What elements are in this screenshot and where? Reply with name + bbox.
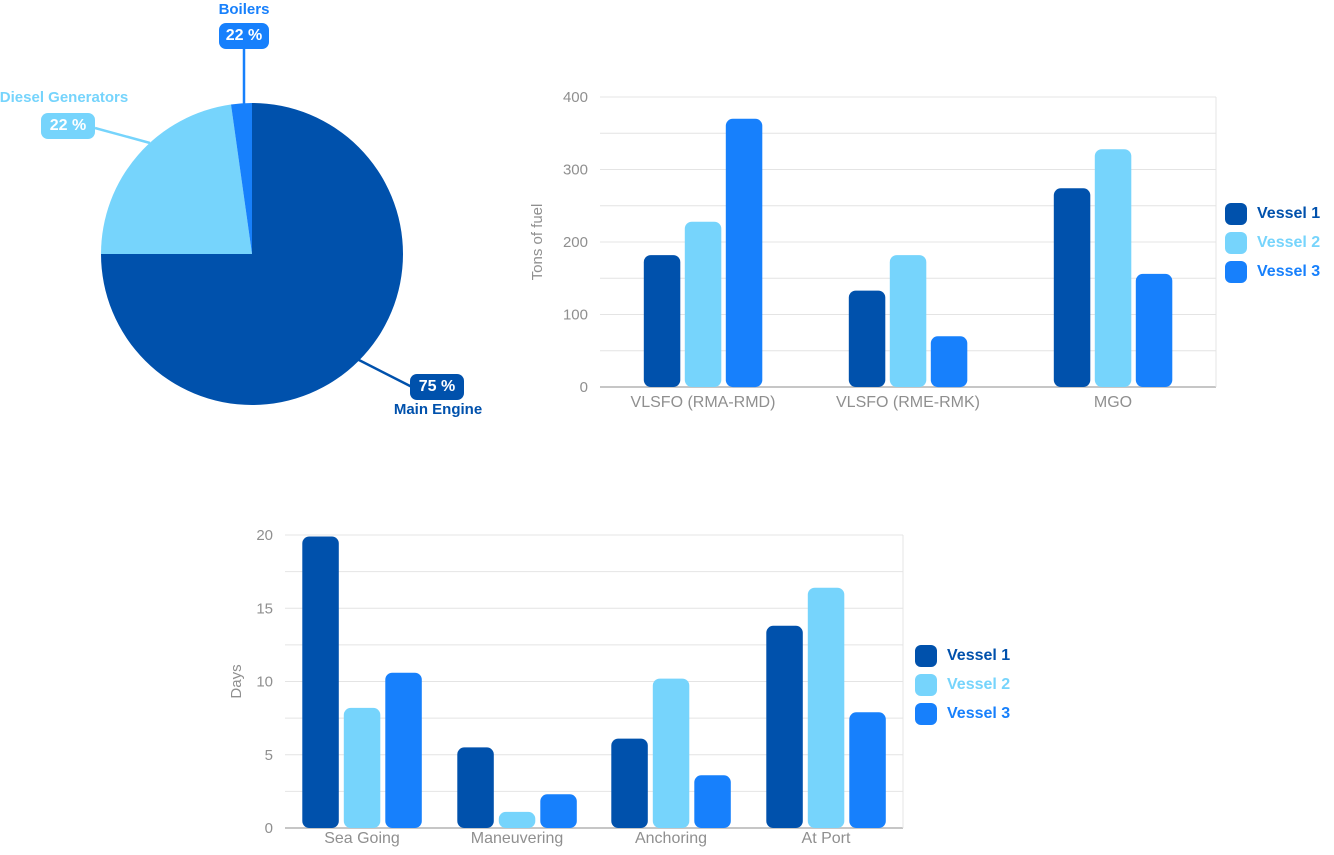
legend-item-vessel-3[interactable]: Vessel 3 [1225, 261, 1320, 283]
pie-label-diesel-generators: Diesel Generators [0, 89, 129, 106]
pie-slice-diesel-generators [101, 104, 252, 254]
fuel-consumers-pie-chart: Boilers 22 % Diesel Generators 22 % 75 %… [0, 0, 520, 435]
bar-vessel-2-sea-going [343, 707, 381, 828]
legend-swatch-vessel-3 [915, 703, 937, 725]
bar-vessel-3-maneuvering [540, 794, 577, 828]
days-chart-legend: Vessel 1 Vessel 2 Vessel 3 [915, 645, 1010, 725]
days-bar-chart: 0 5 10 15 20 Days Sea Going Maneuvering Anchorin… [220, 490, 1230, 855]
bar-vessel-2-vlsfo-rma-rmd [684, 221, 722, 387]
pie-value-badge-diesel-generators: 22 % [41, 113, 95, 139]
legend-swatch-vessel-1 [915, 645, 937, 667]
y-axis-tick-label: 10 [256, 674, 273, 691]
bar-vessel-1-sea-going [302, 536, 339, 828]
pie-label-main-engine: Main Engine [393, 401, 483, 418]
bar-vessel-2-vlsfo-rme-rmk [889, 255, 927, 387]
legend-item-vessel-1[interactable]: Vessel 1 [1225, 203, 1320, 225]
pie-leader-line-diesel-generators [94, 126, 151, 145]
tons-of-fuel-bar-chart: 0 100 200 300 400 Tons of fuel VLSFO (RMA-RMD)… [520, 55, 1334, 435]
bar-vessel-2-anchoring [652, 678, 690, 828]
legend-item-vessel-2[interactable]: Vessel 2 [1225, 232, 1320, 254]
legend-item-vessel-2[interactable]: Vessel 2 [915, 674, 1010, 696]
bar-vessel-3-at-port [849, 712, 886, 828]
bar-vessel-3-vlsfo-rme-rmk [930, 336, 968, 388]
fuel-bar-canvas: 0 100 200 300 400 Tons of fuel VLSFO (RMA-RMD)… [529, 89, 1217, 411]
legend-label-vessel-2: Vessel 2 [947, 676, 1011, 693]
y-axis-title: Days [228, 664, 245, 698]
bar-vessel-1-vlsfo-rma-rmd [643, 255, 681, 387]
bar-vessel-2-at-port [807, 587, 845, 828]
fuel-chart-legend: Vessel 1 Vessel 2 Vessel 3 [1225, 203, 1320, 283]
pie-value-badge-main-engine: 75 % [410, 374, 464, 400]
bar-vessel-1-maneuvering [457, 747, 494, 828]
bar-vessel-1-at-port [766, 625, 803, 828]
bar-vessel-3-mgo [1135, 273, 1173, 387]
y-axis-tick-label: 400 [563, 89, 588, 106]
legend-label-vessel-2: Vessel 2 [1257, 234, 1321, 251]
y-axis-tick-label: 0 [580, 379, 588, 396]
x-axis-category-label-anchoring: Anchoring [635, 830, 707, 847]
pie-label-boilers: Boilers [218, 1, 270, 18]
y-axis-tick-label: 300 [563, 162, 588, 179]
bar-vessel-3-sea-going [385, 672, 422, 828]
bar-vessel-1-vlsfo-rme-rmk [848, 290, 886, 387]
bar-vessel-3-vlsfo-rma-rmd [725, 118, 763, 388]
y-axis-tick-label: 100 [563, 307, 588, 324]
pie-value-badge-boilers: 22 % [219, 23, 269, 49]
y-axis-title: Tons of fuel [529, 204, 546, 281]
legend-swatch-vessel-2 [1225, 232, 1247, 254]
x-axis-category-label-maneuvering: Maneuvering [471, 830, 564, 847]
legend-item-vessel-1[interactable]: Vessel 1 [915, 645, 1010, 667]
pie-leader-line-main-engine [356, 357, 413, 389]
bar-vessel-3-anchoring [694, 775, 731, 828]
legend-item-vessel-3[interactable]: Vessel 3 [915, 703, 1010, 725]
y-axis-tick-label: 5 [265, 747, 273, 764]
legend-swatch-vessel-3 [1225, 261, 1247, 283]
legend-swatch-vessel-1 [1225, 203, 1247, 225]
y-axis-tick-label: 200 [563, 234, 588, 251]
y-axis-tick-label: 20 [256, 527, 273, 544]
bar-vessel-2-maneuvering [498, 811, 536, 828]
bar-vessel-1-mgo [1053, 188, 1091, 387]
x-axis-category-label-sea-going: Sea Going [324, 830, 400, 847]
x-axis-category-label-vlsfo-rma-rmd: VLSFO (RMA-RMD) [631, 394, 776, 411]
x-axis-category-label-at-port: At Port [802, 830, 851, 847]
legend-label-vessel-3: Vessel 3 [1257, 263, 1321, 280]
bar-vessel-1-anchoring [611, 738, 648, 828]
x-axis-category-label-vlsfo-rme-rmk: VLSFO (RME-RMK) [836, 394, 980, 411]
legend-label-vessel-3: Vessel 3 [947, 705, 1011, 722]
pie-canvas [94, 49, 413, 405]
days-bar-canvas: 0 5 10 15 20 Days Sea Going Maneuvering Anchorin… [228, 527, 904, 847]
pie-slice-boilers [231, 103, 252, 254]
y-axis-tick-label: 0 [265, 820, 273, 837]
x-axis-category-label-mgo: MGO [1094, 394, 1132, 411]
bar-vessel-2-mgo [1094, 149, 1132, 387]
legend-swatch-vessel-2 [915, 674, 937, 696]
y-axis-tick-label: 15 [256, 600, 273, 617]
legend-label-vessel-1: Vessel 1 [947, 647, 1011, 664]
legend-label-vessel-1: Vessel 1 [1257, 205, 1321, 222]
